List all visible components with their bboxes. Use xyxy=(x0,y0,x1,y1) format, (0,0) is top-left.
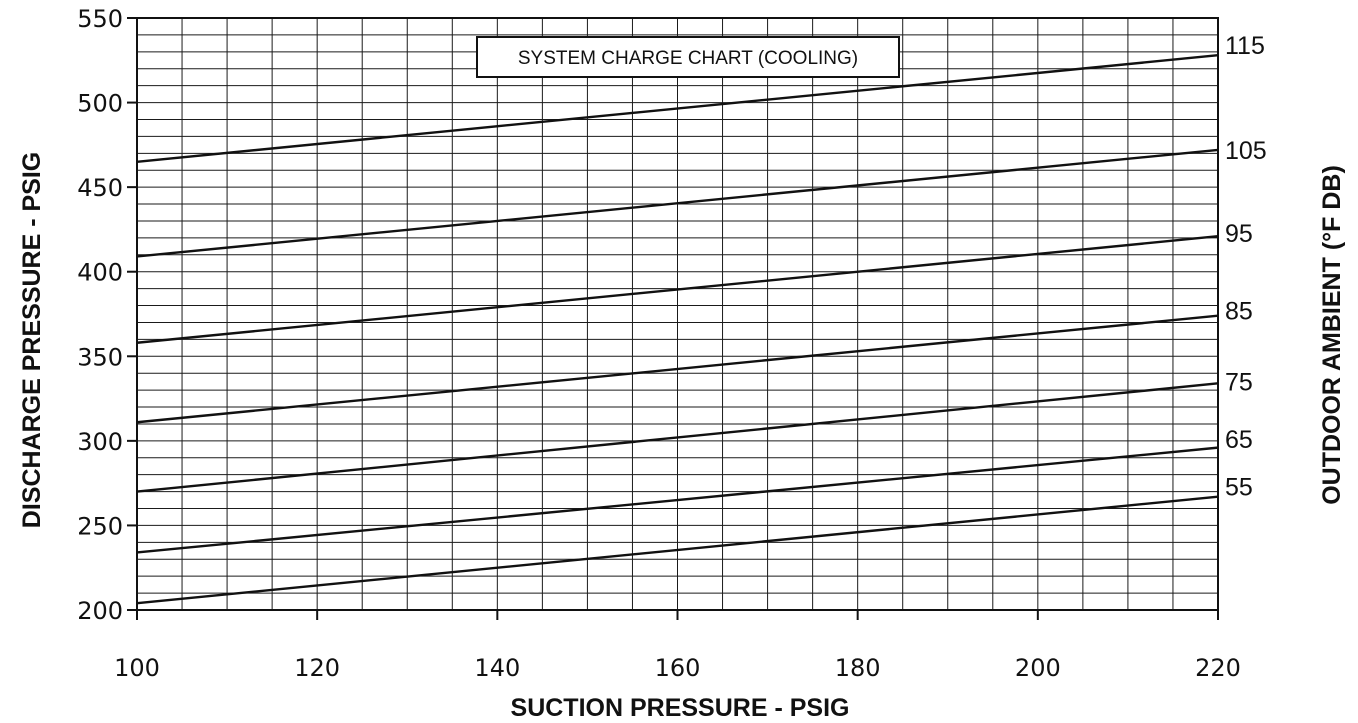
right-axis-label: 75 xyxy=(1225,369,1253,397)
right-axis-label: 85 xyxy=(1225,298,1253,326)
chart-title: SYSTEM CHARGE CHART (COOLING) xyxy=(518,48,858,69)
series-line-85 xyxy=(136,314,1219,424)
x-axis-ticks: 100 120 140 160 180 200 220 xyxy=(114,610,1241,682)
x-tick-label: 120 xyxy=(294,654,340,682)
x-tick-label: 160 xyxy=(655,654,701,682)
y-tick-label: 250 xyxy=(77,512,123,540)
right-axis-label: 55 xyxy=(1225,474,1253,502)
y-tick-label: 400 xyxy=(77,259,123,287)
grid xyxy=(137,18,1218,610)
right-axis-ticks: 115 105 95 85 75 65 55 xyxy=(1225,32,1267,501)
y-tick-label: 550 xyxy=(77,5,123,33)
x-tick-label: 200 xyxy=(1015,654,1061,682)
series-lines xyxy=(136,54,1219,605)
right-axis-label: 65 xyxy=(1225,426,1253,454)
x-tick-label: 180 xyxy=(835,654,881,682)
series-line-115 xyxy=(136,54,1219,163)
y-tick-label: 200 xyxy=(77,597,123,625)
right-axis-label: 95 xyxy=(1225,220,1253,248)
series-line-55 xyxy=(136,495,1219,605)
x-tick-label: 220 xyxy=(1195,654,1241,682)
series-line-75 xyxy=(136,382,1219,493)
right-axis-label: 105 xyxy=(1225,137,1267,165)
series-line-105 xyxy=(136,148,1219,258)
x-axis-title: SUCTION PRESSURE - PSIG xyxy=(511,694,850,722)
y-axis-ticks: 200 250 300 350 400 450 500 550 xyxy=(77,5,137,625)
y-axis-title: DISCHARGE PRESSURE - PSIG xyxy=(18,152,46,528)
y2-axis-title: OUTDOOR AMBIENT (°F DB) xyxy=(1318,165,1346,505)
y-tick-label: 350 xyxy=(77,343,123,371)
right-axis-label: 115 xyxy=(1225,32,1265,60)
series-line-95 xyxy=(136,235,1219,344)
chart-title-box: SYSTEM CHARGE CHART (COOLING) xyxy=(476,36,900,78)
x-tick-label: 100 xyxy=(114,654,160,682)
x-tick-label: 140 xyxy=(474,654,520,682)
y-tick-label: 500 xyxy=(77,90,123,118)
y-tick-label: 300 xyxy=(77,428,123,456)
series-line-65 xyxy=(136,446,1219,554)
y-tick-label: 450 xyxy=(77,174,123,202)
